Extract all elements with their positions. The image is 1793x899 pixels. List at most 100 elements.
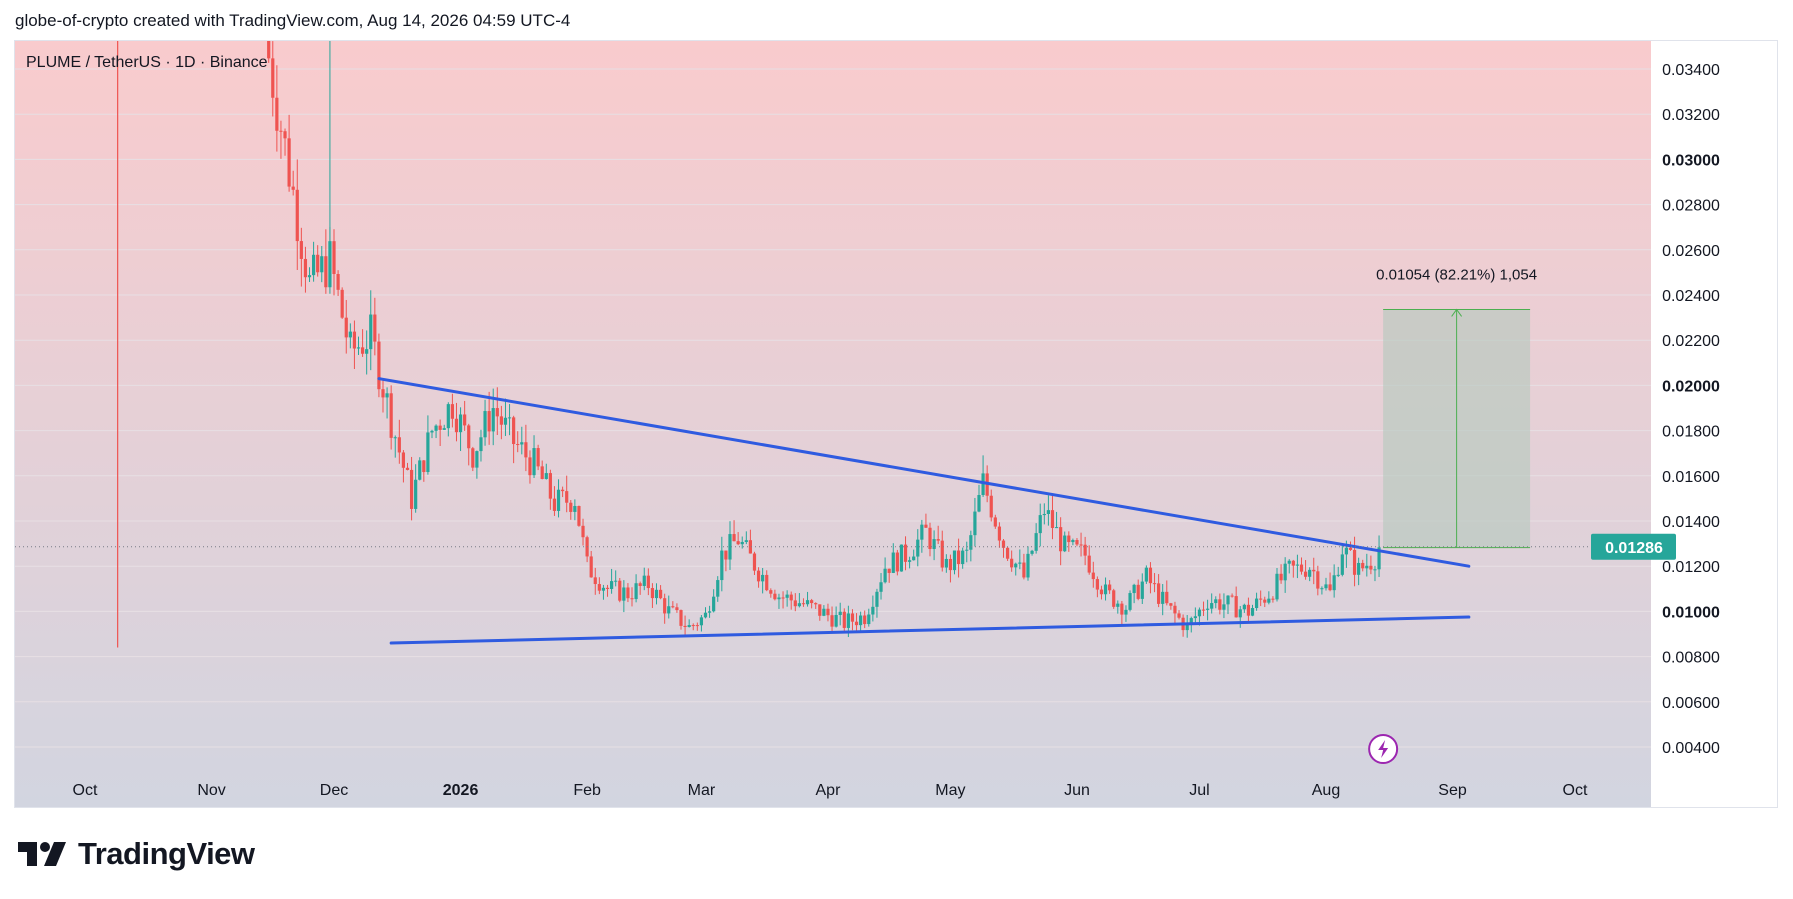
- candle-body: [1250, 608, 1255, 616]
- candle-body: [1050, 510, 1055, 528]
- last-price-tag[interactable]: [1591, 533, 1676, 560]
- candle-body: [1357, 562, 1361, 575]
- candle-body: [393, 437, 397, 439]
- candle-body: [450, 404, 454, 419]
- candle-body: [765, 574, 769, 591]
- tradingview-logo-icon: [18, 842, 66, 866]
- candle-body: [426, 432, 430, 473]
- candle-body: [748, 540, 752, 554]
- candle-body: [1361, 562, 1365, 569]
- candle-body: [324, 256, 328, 288]
- y-axis-tick-label: 0.01600: [1662, 469, 1720, 486]
- candle-body: [524, 442, 528, 458]
- candle-body: [1238, 609, 1242, 618]
- candle-body: [944, 558, 948, 568]
- candle-body: [1022, 562, 1026, 578]
- candle-body: [952, 550, 957, 571]
- candle-body: [830, 615, 834, 627]
- candle-body: [328, 241, 332, 288]
- candle-body: [854, 621, 859, 626]
- candle-body: [634, 583, 638, 600]
- candle-body: [638, 583, 642, 586]
- candle-body: [528, 457, 532, 476]
- candle-body: [1279, 573, 1283, 581]
- trendline-upper[interactable]: [377, 377, 1471, 568]
- candle-body: [679, 610, 683, 626]
- candle-body: [810, 600, 814, 604]
- candle-body: [287, 138, 291, 187]
- y-axis-tick-label: 0.01000: [1662, 604, 1720, 621]
- candle-body: [618, 580, 622, 601]
- candle-body: [940, 540, 944, 568]
- y-axis-tick-label: 0.01200: [1662, 559, 1720, 576]
- price-chart[interactable]: 0.01054 (82.21%) 1,054 0.01286 0.03400 0.03…: [15, 41, 1778, 808]
- x-axis-tick-label: Jul: [1189, 782, 1209, 799]
- candle-body: [1373, 569, 1377, 571]
- candle-body: [920, 524, 924, 540]
- candle-body: [1030, 550, 1034, 554]
- candle-body: [422, 460, 426, 473]
- candle-body: [377, 341, 381, 390]
- candle-body: [458, 414, 463, 433]
- x-axis-tick-label: Oct: [73, 782, 98, 799]
- candle-body: [891, 552, 895, 573]
- candle-body: [1173, 605, 1177, 614]
- candle-body: [752, 553, 757, 571]
- candle-body: [291, 186, 295, 190]
- candle-body: [605, 587, 610, 589]
- candle-body: [414, 479, 418, 509]
- candle-body: [1287, 560, 1291, 564]
- candle-body: [495, 408, 499, 417]
- candle-body: [381, 389, 385, 398]
- candle-body: [1303, 571, 1308, 577]
- candle-body: [850, 613, 855, 622]
- candle-body: [793, 600, 797, 607]
- candle-body: [275, 97, 279, 131]
- candle-body: [961, 550, 965, 565]
- candle-body: [1099, 589, 1104, 595]
- candle-body: [1352, 549, 1357, 575]
- candle-body: [1063, 535, 1067, 552]
- candle-body: [581, 525, 585, 538]
- candle-body: [740, 541, 744, 545]
- candle-body: [1320, 588, 1324, 590]
- chart-area[interactable]: 0.01054 (82.21%) 1,054 0.01286 0.03400 0.03…: [14, 40, 1778, 808]
- candle-body: [401, 452, 406, 468]
- candle-body: [548, 473, 552, 499]
- candle-body: [1112, 590, 1116, 607]
- y-axis-tick-label: 0.01800: [1662, 424, 1720, 441]
- candle-body: [316, 254, 320, 273]
- candle-body: [1108, 584, 1112, 591]
- y-axis-tick-label: 0.02400: [1662, 288, 1720, 305]
- symbol-label: PLUME / TetherUS · 1D · Binance: [26, 54, 268, 71]
- x-axis-tick-label: 2026: [443, 782, 479, 799]
- candle-body: [463, 414, 467, 426]
- candle-body: [442, 428, 446, 430]
- x-axis-tick-label: Oct: [1563, 782, 1588, 799]
- candle-body: [1332, 575, 1336, 591]
- candle-body: [344, 317, 348, 338]
- y-axis-tick-label: 0.00800: [1662, 650, 1720, 667]
- candle-body: [1148, 567, 1153, 584]
- candle-body: [1091, 572, 1095, 580]
- candle-body: [871, 606, 875, 615]
- candle-body: [418, 460, 422, 480]
- candle-body: [430, 430, 434, 433]
- candle-body: [536, 448, 540, 467]
- candle-body: [736, 541, 740, 545]
- candle-body: [352, 331, 357, 349]
- candle-body: [1210, 603, 1214, 609]
- candle-body: [1222, 604, 1226, 610]
- candle-body: [1324, 584, 1328, 589]
- candle-body: [773, 593, 777, 600]
- last-price-label: 0.01286: [1605, 540, 1663, 557]
- trendline-lower[interactable]: [389, 615, 1471, 645]
- candle-body: [279, 130, 283, 132]
- candle-body: [1291, 560, 1295, 566]
- candle-body: [977, 495, 981, 512]
- candle-body: [332, 241, 336, 275]
- candle-body: [687, 625, 691, 627]
- candle-body: [369, 314, 373, 350]
- candle-body: [981, 473, 985, 496]
- candle-body: [822, 608, 826, 616]
